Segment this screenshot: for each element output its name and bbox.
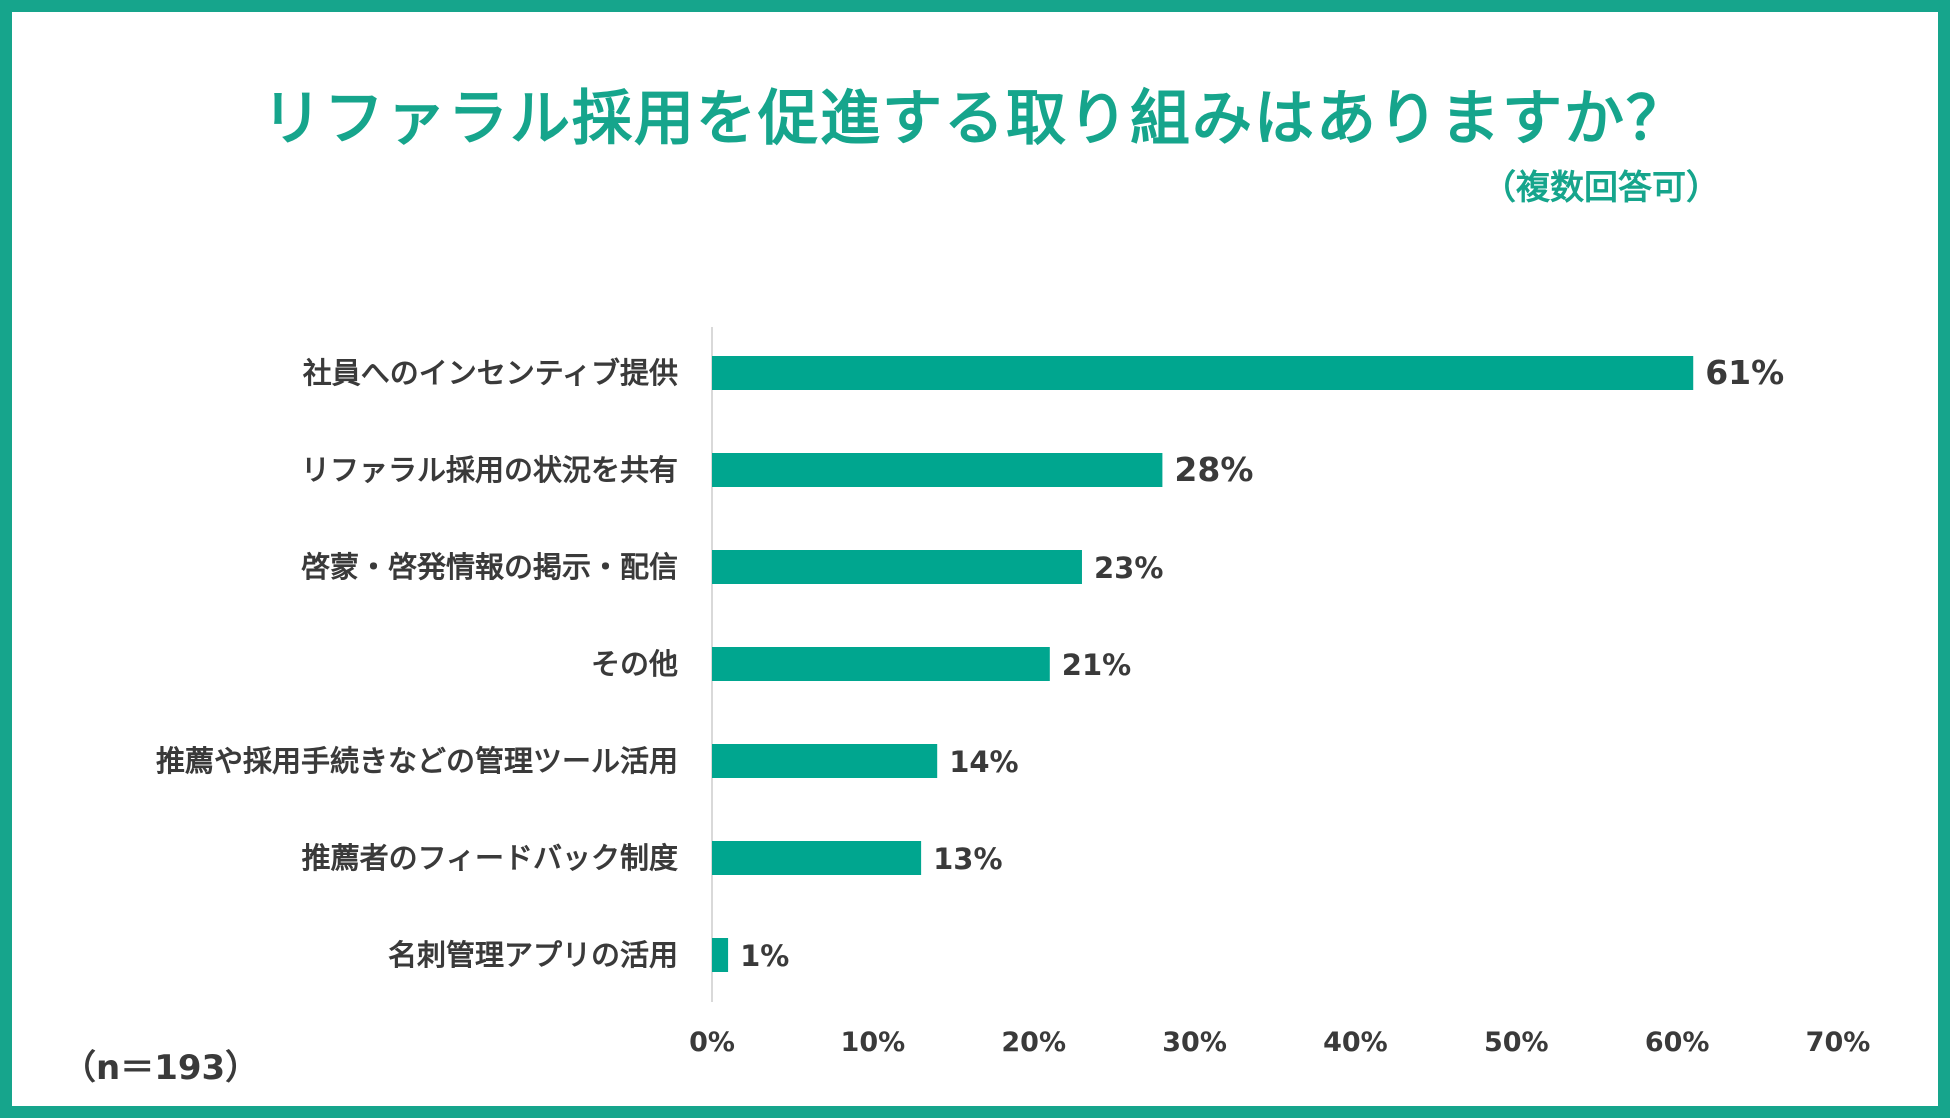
- data-label: 14%: [949, 745, 1018, 779]
- bar: [712, 356, 1694, 390]
- category-label: その他: [591, 647, 678, 681]
- category-label: 名刺管理アプリの活用: [388, 938, 678, 972]
- bar: [712, 453, 1163, 487]
- bar: [712, 841, 922, 875]
- category-label: 推薦や採用手続きなどの管理ツール活用: [156, 744, 678, 778]
- x-tick-label: 40%: [1323, 1027, 1388, 1058]
- data-label: 23%: [1094, 551, 1163, 585]
- bar: [712, 647, 1050, 681]
- category-label: 社員へのインセンティブ提供: [303, 356, 678, 390]
- x-tick-label: 20%: [1001, 1027, 1066, 1058]
- bar: [712, 550, 1082, 584]
- bar: [712, 744, 938, 778]
- bar: [712, 938, 729, 972]
- category-label: リファラル採用の状況を共有: [301, 453, 678, 487]
- x-tick-label: 0%: [689, 1027, 735, 1058]
- x-tick-label: 60%: [1645, 1027, 1710, 1058]
- category-label: 啓蒙・啓発情報の掲示・配信: [301, 550, 678, 584]
- x-tick-label: 70%: [1806, 1027, 1871, 1058]
- category-label: 推薦者のフィードバック制度: [302, 841, 678, 875]
- data-label: 1%: [740, 939, 789, 973]
- data-label: 13%: [933, 842, 1002, 876]
- sample-size-note: （n＝193）: [62, 1048, 260, 1088]
- x-tick-label: 10%: [841, 1027, 906, 1058]
- data-label: 61%: [1705, 353, 1784, 392]
- x-tick-label: 50%: [1484, 1027, 1549, 1058]
- chart-title: リファラル採用を促進する取り組みはありますか？: [262, 84, 1688, 154]
- data-label: 21%: [1062, 648, 1131, 682]
- x-tick-label: 30%: [1162, 1027, 1227, 1058]
- chart-subtitle: （複数回答可）: [1482, 168, 1720, 208]
- data-label: 28%: [1174, 450, 1253, 489]
